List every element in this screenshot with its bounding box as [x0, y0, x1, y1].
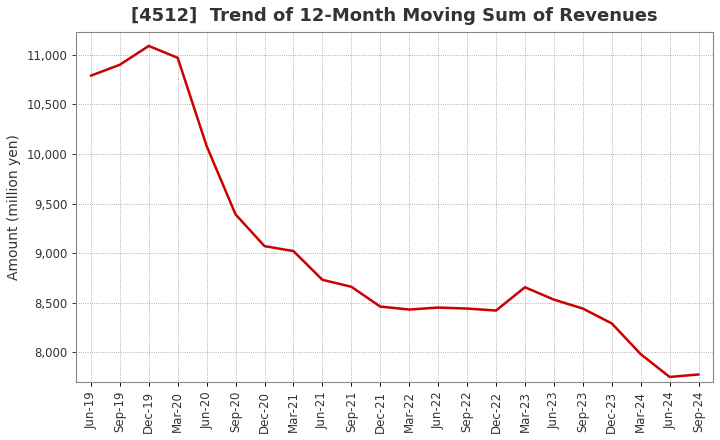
Y-axis label: Amount (million yen): Amount (million yen) [7, 134, 21, 280]
Title: [4512]  Trend of 12-Month Moving Sum of Revenues: [4512] Trend of 12-Month Moving Sum of R… [132, 7, 658, 25]
